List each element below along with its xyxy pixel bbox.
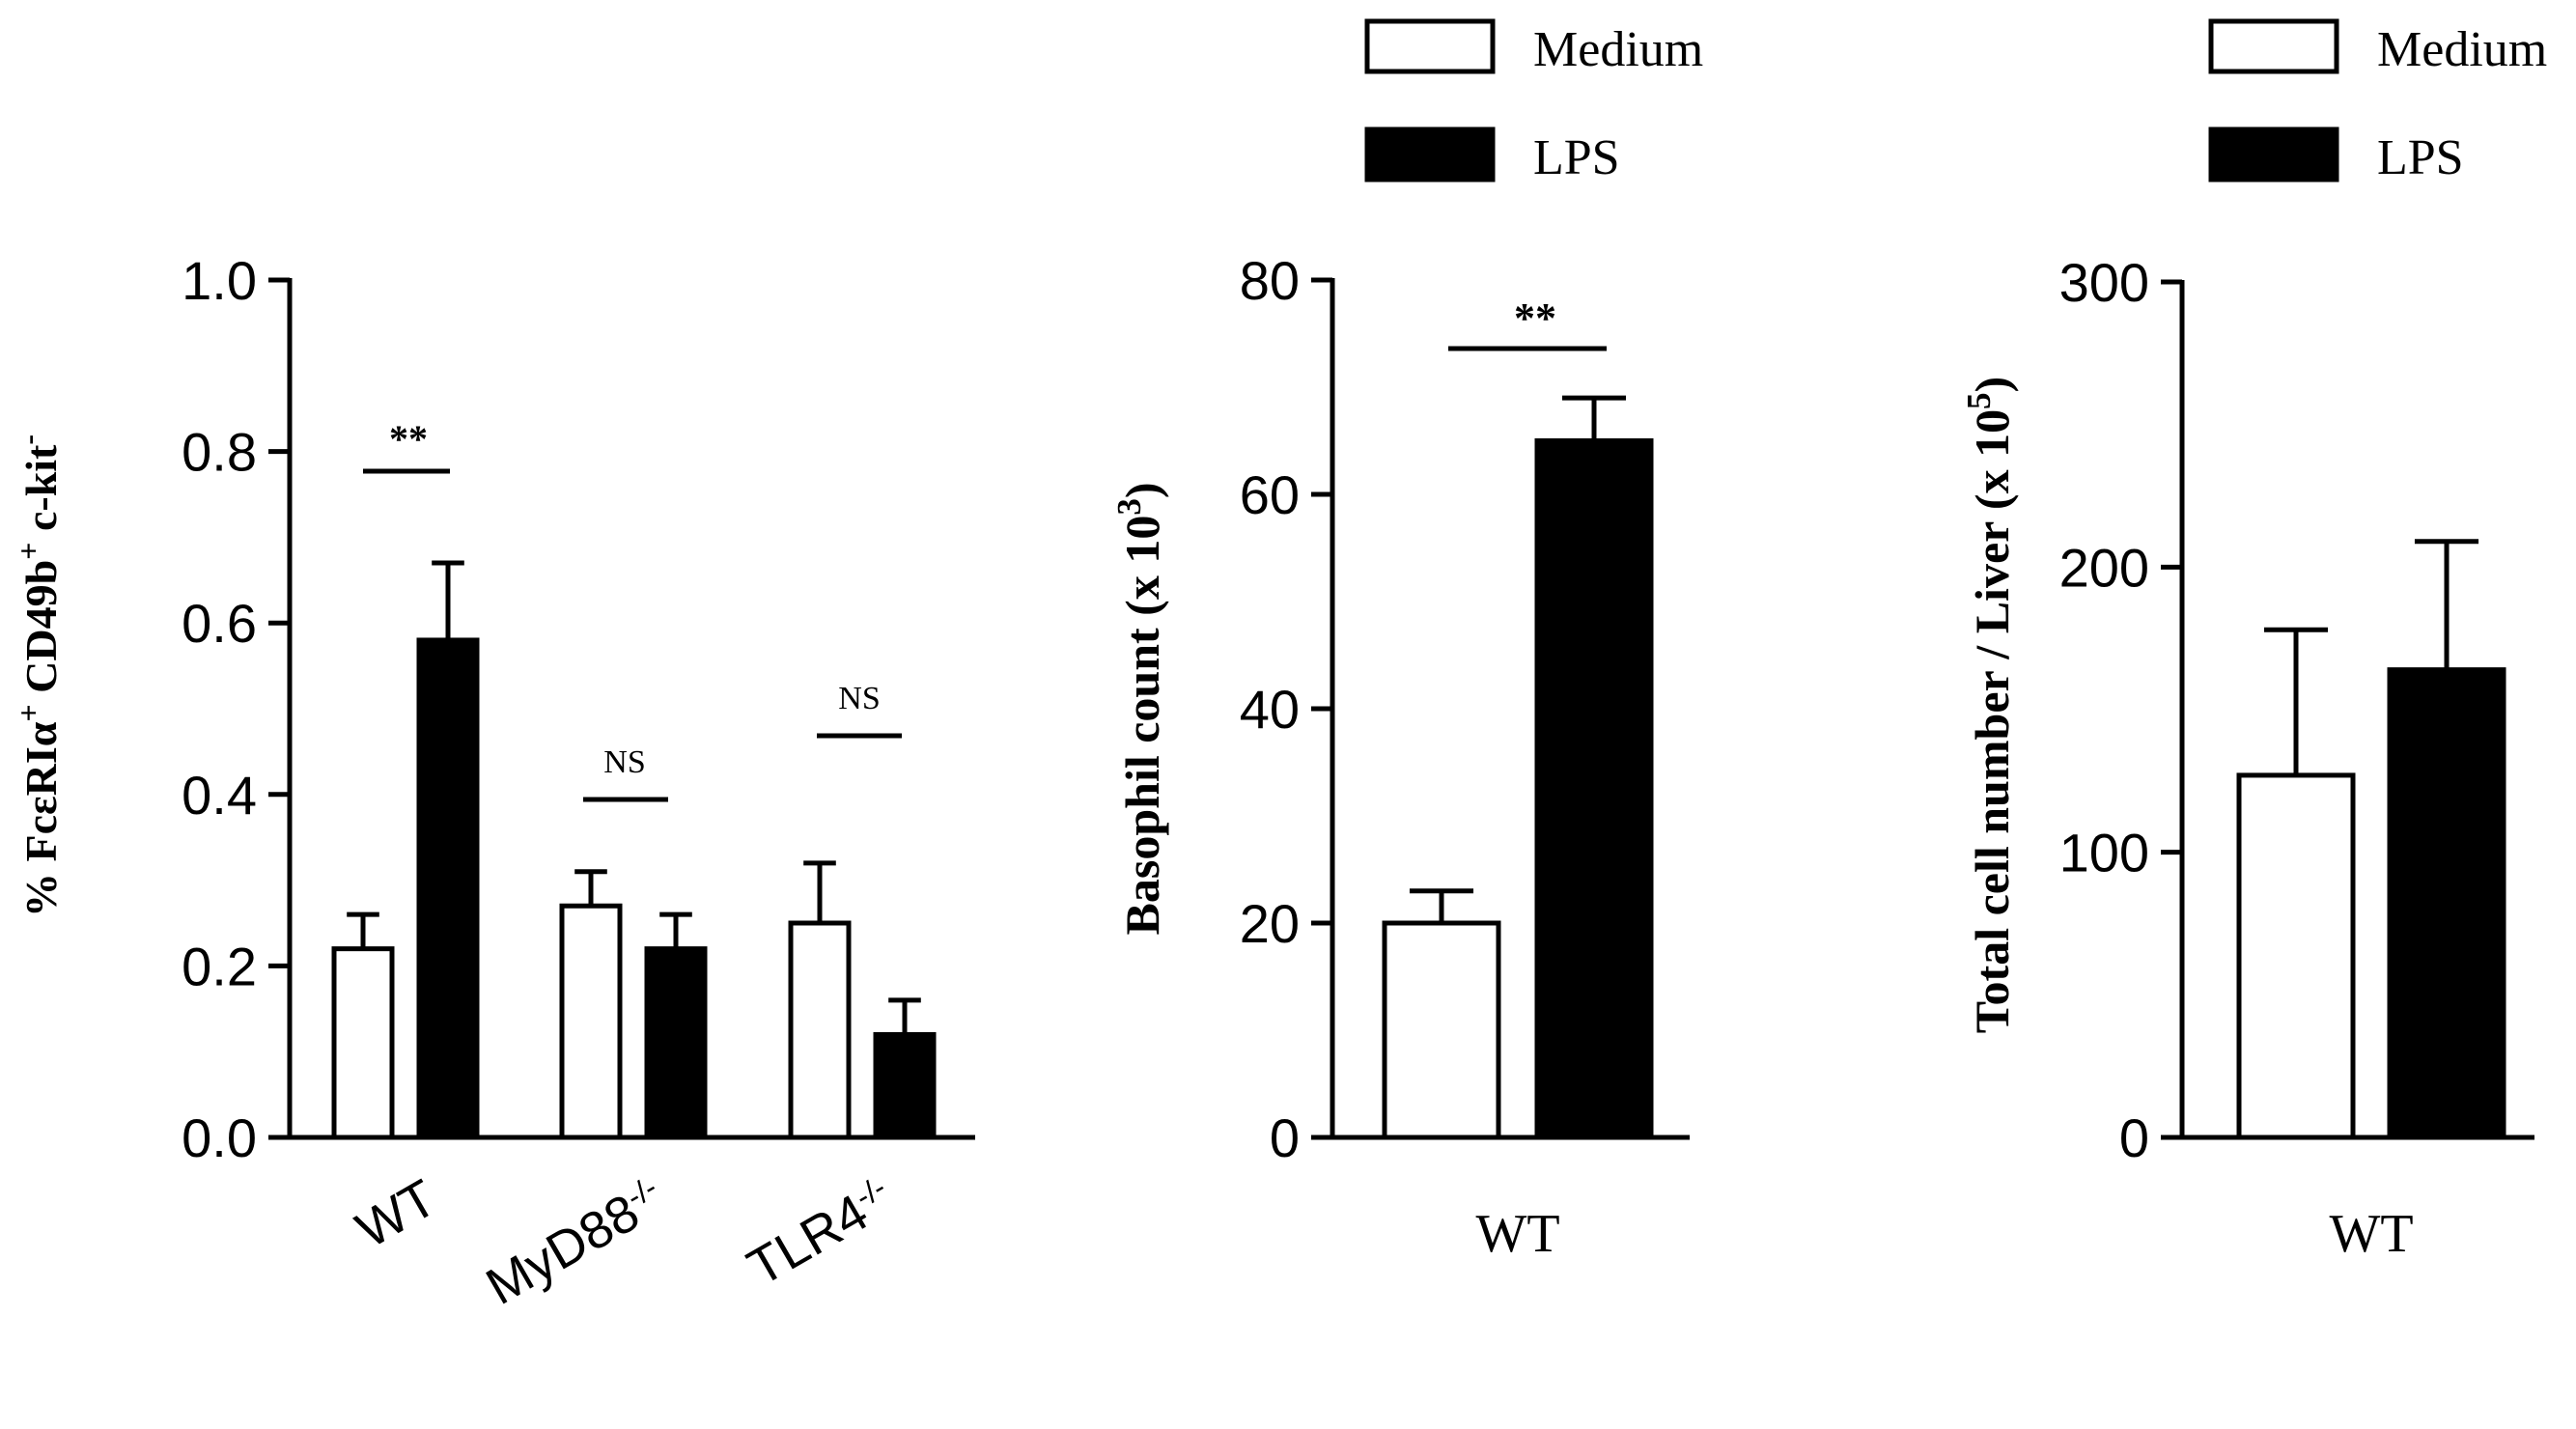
y-tick-label: 40 (1240, 679, 1300, 740)
significance-label: NS (838, 681, 880, 716)
y-axis-label: Basophil count (x 103) (1110, 483, 1170, 936)
legend-label-medium: Medium (2377, 22, 2547, 77)
legend-label-medium: Medium (1533, 22, 1703, 77)
legend-label-lps: LPS (2377, 130, 2464, 185)
y-axis-label-superscript: + (11, 543, 45, 560)
significance-label: ** (1514, 294, 1556, 342)
bar-medium (788, 920, 852, 1140)
significance-label: ** (389, 417, 428, 461)
y-axis-label-superscript: 3 (1110, 498, 1148, 516)
legend-swatch-medium (1364, 18, 1496, 74)
y-axis-label-superscript: + (11, 704, 45, 721)
y-tick-label: 0.4 (182, 765, 257, 826)
bar-medium (331, 946, 395, 1140)
y-axis-label-part: Basophil count (x 10 (1115, 516, 1169, 936)
y-axis-label-part: CD49b (16, 560, 66, 705)
x-category-name: WT (347, 1168, 446, 1259)
legend-swatch-lps (2208, 126, 2339, 182)
y-axis-label-part: ) (1965, 377, 2019, 393)
y-axis-label-part: ε (16, 796, 66, 815)
x-category-name: WT (1475, 1204, 1559, 1264)
significance-label: NS (603, 744, 645, 780)
y-axis-label-part: c-kit (16, 444, 66, 543)
y-tick-label: 300 (2059, 252, 2149, 313)
y-tick-label: 0.0 (182, 1107, 257, 1168)
legend-label-lps: LPS (1533, 130, 1620, 185)
y-tick-label: 20 (1240, 893, 1300, 954)
y-tick-label: 0.6 (182, 593, 257, 654)
bar-lps (873, 1031, 937, 1140)
chart-panel-basophil-count: 0 20 40 60 80 Basophil count (x 103) WT ** Mediu… (1110, 18, 1703, 1264)
y-tick-label: 80 (1240, 250, 1300, 311)
bar-lps (644, 946, 708, 1140)
x-category-label: WT (2329, 1204, 2413, 1264)
x-category-label: MyD88-/- (477, 1168, 674, 1316)
bar-medium (559, 903, 623, 1140)
y-tick-label: 0 (2119, 1107, 2149, 1168)
y-tick-label: 0 (1270, 1107, 1300, 1168)
bar-lps (2387, 667, 2506, 1140)
y-axis-label-part: ) (1115, 483, 1169, 499)
bar-lps (1534, 438, 1654, 1140)
y-tick-label: 1.0 (182, 250, 257, 311)
legend-swatch-lps (1364, 126, 1496, 182)
x-category-name: MyD88 (477, 1184, 649, 1316)
x-category-label: TLR4-/- (738, 1168, 903, 1297)
y-tick-label: 100 (2059, 823, 2149, 883)
chart-panel-total-cell-number: 0 100 200 300 Total cell number / Liver (x 1… (1960, 18, 2547, 1264)
legend-swatch-medium (2208, 18, 2339, 74)
chart-panel-receptor-percentage: 0.00.20.40.60.81.0% FcεRIα+ CD49b+ c-kit… (11, 250, 975, 1316)
bar-medium (1382, 920, 1501, 1140)
legend: Medium LPS (2208, 18, 2547, 185)
y-axis-label-superscript: - (11, 434, 45, 445)
y-axis-label-part: RI (16, 746, 66, 796)
x-category-label: WT (1475, 1204, 1559, 1264)
y-tick-label: 200 (2059, 537, 2149, 598)
y-tick-label: 60 (1240, 464, 1300, 525)
x-category-name: TLR4 (738, 1184, 877, 1298)
y-tick-label: 0.2 (182, 936, 257, 996)
y-tick-label: 0.8 (182, 422, 257, 483)
bar-medium (2236, 772, 2356, 1140)
legend: Medium LPS (1364, 18, 1703, 185)
y-axis-label-part: α (16, 721, 66, 746)
bar-lps (416, 637, 480, 1140)
y-axis-label-part: % Fc (16, 815, 66, 917)
y-axis-label-part: Total cell number / Liver (x 10 (1965, 409, 2019, 1033)
y-axis-label: % FcεRIα+ CD49b+ c-kit- (11, 434, 66, 917)
y-axis-label: Total cell number / Liver (x 105) (1960, 377, 2020, 1033)
x-category-name: WT (2329, 1204, 2413, 1264)
x-category-label: WT (347, 1168, 446, 1259)
y-axis-label-superscript: 5 (1960, 392, 1998, 409)
